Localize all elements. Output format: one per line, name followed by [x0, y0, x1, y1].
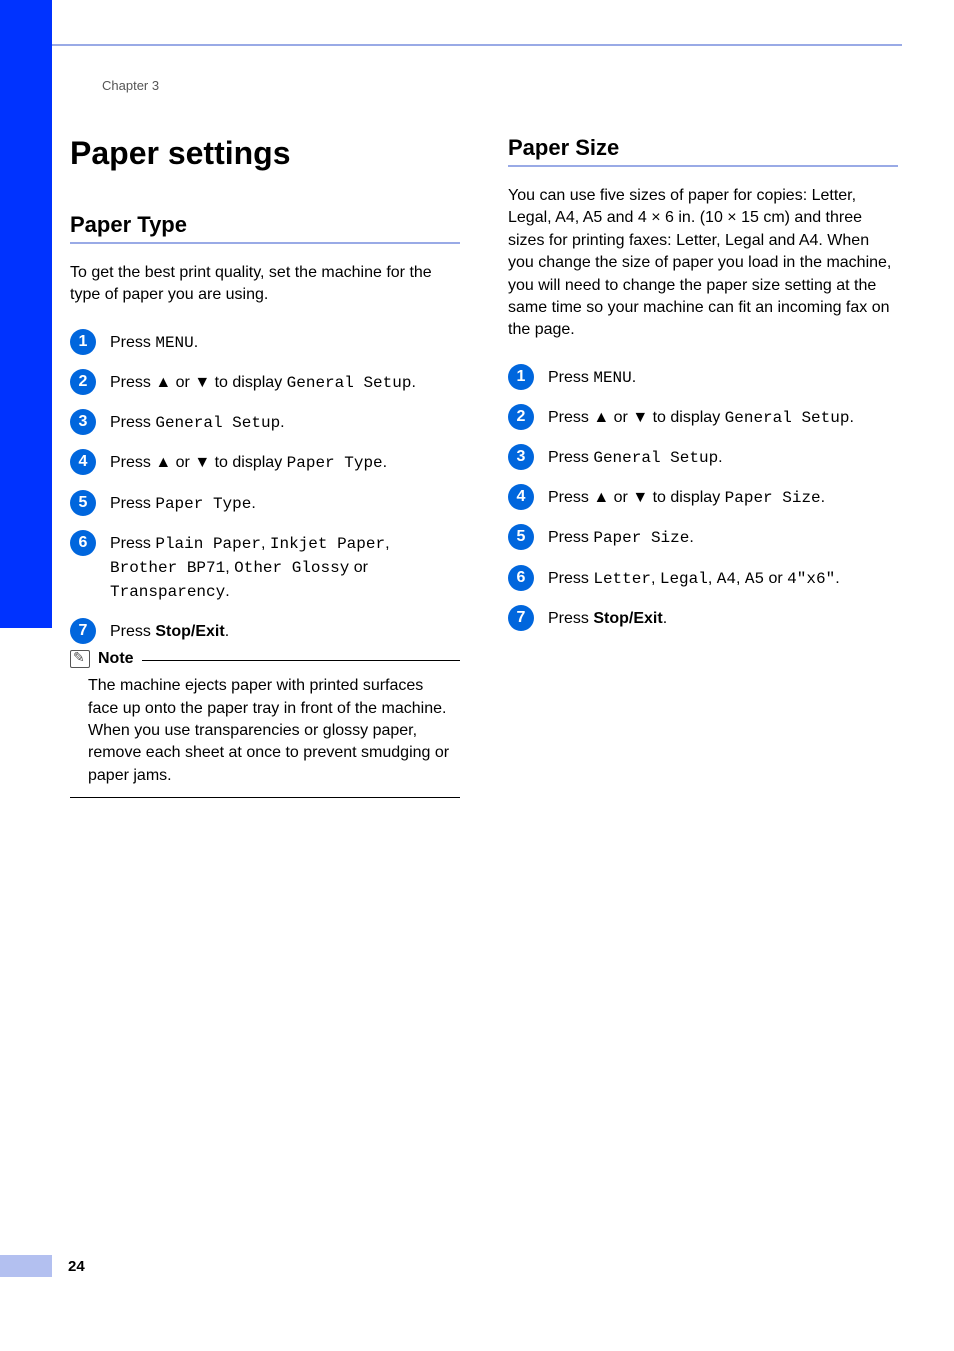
- paper-type-step: 7 Press Stop/Exit.: [70, 618, 460, 644]
- step-text: Press Plain Paper, Inkjet Paper, Brother…: [110, 530, 460, 605]
- paper-type-step: 2 Press ▲ or ▼ to display General Setup.: [70, 369, 460, 395]
- note-icon: [70, 650, 90, 668]
- footer-accent: [0, 1255, 52, 1277]
- page-number: 24: [68, 1258, 85, 1275]
- paper-size-step: 1 Press MENU.: [508, 364, 898, 390]
- step-text: Press Letter, Legal, A4, A5 or 4"x6".: [548, 565, 840, 591]
- step-number-circle: 1: [70, 329, 96, 355]
- step-number-circle: 2: [70, 369, 96, 395]
- step-text: Press ▲ or ▼ to display General Setup.: [110, 369, 416, 395]
- step-text: Press MENU.: [110, 329, 198, 355]
- paper-size-step: 7 Press Stop/Exit.: [508, 605, 898, 631]
- step-number-circle: 3: [70, 409, 96, 435]
- paper-size-step: 6 Press Letter, Legal, A4, A5 or 4"x6".: [508, 565, 898, 591]
- paper-size-steps: 1 Press MENU. 2 Press ▲ or ▼ to display Gen…: [508, 364, 898, 631]
- top-rule: [52, 44, 902, 46]
- right-column: Paper Size You can use five sizes of pap…: [508, 135, 898, 798]
- note-header: Note: [70, 650, 142, 668]
- page-title: Paper settings: [70, 135, 460, 172]
- step-number-circle: 3: [508, 444, 534, 470]
- paper-type-steps: 1 Press MENU. 2 Press ▲ or ▼ to display Gen…: [70, 329, 460, 645]
- step-text: Press Paper Size.: [548, 524, 694, 550]
- step-number-circle: 4: [70, 449, 96, 475]
- paper-type-step: 3 Press General Setup.: [70, 409, 460, 435]
- paper-type-step: 1 Press MENU.: [70, 329, 460, 355]
- step-number-circle: 2: [508, 404, 534, 430]
- section-paper-type-heading: Paper Type: [70, 212, 460, 244]
- step-text: Press MENU.: [548, 364, 636, 390]
- step-text: Press ▲ or ▼ to display Paper Type.: [110, 449, 387, 475]
- step-number-circle: 6: [70, 530, 96, 556]
- paper-type-intro: To get the best print quality, set the m…: [70, 262, 460, 307]
- paper-type-step: 6 Press Plain Paper, Inkjet Paper, Brothe…: [70, 530, 460, 605]
- page: Chapter 3 Paper settings Paper Type To g…: [0, 0, 954, 1351]
- step-number-circle: 7: [508, 605, 534, 631]
- paper-size-step: 4 Press ▲ or ▼ to display Paper Size.: [508, 484, 898, 510]
- step-text: Press ▲ or ▼ to display Paper Size.: [548, 484, 825, 510]
- step-text: Press Stop/Exit.: [548, 605, 667, 630]
- step-text: Press Paper Type.: [110, 490, 256, 516]
- paper-type-step: 4 Press ▲ or ▼ to display Paper Type.: [70, 449, 460, 475]
- note-title: Note: [98, 650, 134, 668]
- paper-type-step: 5 Press Paper Type.: [70, 490, 460, 516]
- step-text: Press General Setup.: [110, 409, 285, 435]
- step-number-circle: 4: [508, 484, 534, 510]
- note-text: The machine ejects paper with printed su…: [70, 675, 460, 787]
- step-number-circle: 1: [508, 364, 534, 390]
- section-paper-size-heading: Paper Size: [508, 135, 898, 167]
- paper-size-step: 2 Press ▲ or ▼ to display General Setup.: [508, 404, 898, 430]
- step-text: Press ▲ or ▼ to display General Setup.: [548, 404, 854, 430]
- left-column: Paper settings Paper Type To get the bes…: [70, 135, 460, 798]
- paper-size-step: 5 Press Paper Size.: [508, 524, 898, 550]
- step-number-circle: 5: [508, 524, 534, 550]
- chapter-label: Chapter 3: [102, 78, 159, 93]
- step-text: Press General Setup.: [548, 444, 723, 470]
- note-box: Note The machine ejects paper with print…: [70, 660, 460, 798]
- paper-size-step: 3 Press General Setup.: [508, 444, 898, 470]
- step-number-circle: 5: [70, 490, 96, 516]
- step-number-circle: 6: [508, 565, 534, 591]
- sidebar-accent: [0, 0, 52, 628]
- paper-size-intro: You can use five sizes of paper for copi…: [508, 185, 898, 342]
- step-text: Press Stop/Exit.: [110, 618, 229, 643]
- content-area: Paper settings Paper Type To get the bes…: [70, 135, 900, 798]
- step-number-circle: 7: [70, 618, 96, 644]
